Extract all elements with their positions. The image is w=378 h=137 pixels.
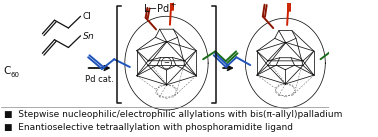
Text: L−Pd$^+$: L−Pd$^+$	[143, 2, 177, 15]
Text: $\it{Sn}$: $\it{Sn}$	[82, 30, 95, 41]
Text: Pd cat.: Pd cat.	[85, 75, 114, 84]
Text: ■  Stepwise nucleophilic/electrophilic allylations with bis(π-allyl)palladium: ■ Stepwise nucleophilic/electrophilic al…	[4, 110, 342, 119]
Text: C: C	[3, 66, 11, 76]
Text: Cl: Cl	[82, 12, 91, 21]
Text: ■  Enantioselective tetraallylation with phosphoramidite ligand: ■ Enantioselective tetraallylation with …	[4, 123, 293, 132]
Text: −: −	[164, 60, 169, 66]
Text: 60: 60	[10, 72, 19, 78]
